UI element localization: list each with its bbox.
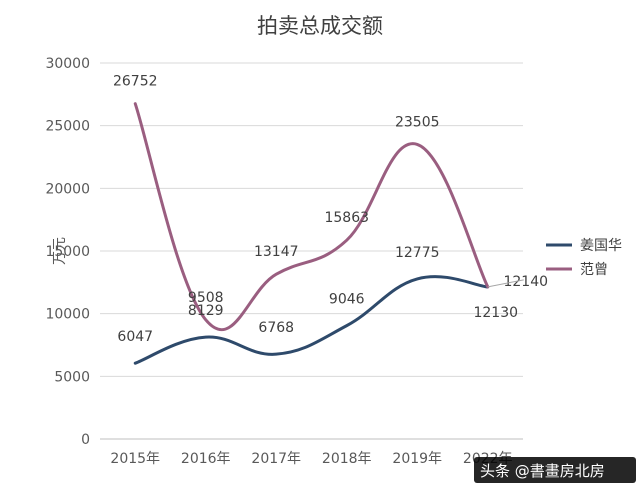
data-label-0-3: 9046	[329, 292, 365, 308]
watermark: 头条 @書畫房北房	[474, 457, 636, 483]
data-label-1-0: 26752	[113, 74, 158, 90]
y-tick-0: 0	[81, 432, 90, 448]
data-label-1-2: 13147	[254, 244, 299, 260]
watermark-text: 头条 @書畫房北房	[480, 462, 605, 480]
data-label-0-4: 12775	[395, 245, 440, 261]
y-tick-20000: 20000	[45, 181, 90, 197]
grid-lines	[100, 62, 523, 377]
x-tick-0: 2015年	[110, 451, 160, 467]
label-leader-line	[487, 279, 524, 288]
y-tick-10000: 10000	[45, 307, 90, 323]
x-axis-ticks: 2015年2016年2017年2018年2019年2022年	[110, 451, 512, 467]
data-label-0-2: 6768	[258, 320, 294, 336]
y-tick-15000: 15000	[45, 244, 90, 260]
data-labels: 6047 8129 6768 9046 12775 12130 26752 9508 13147…	[113, 74, 548, 346]
series-line-1	[133, 102, 490, 331]
x-tick-3: 2018年	[322, 451, 372, 467]
y-tick-5000: 5000	[54, 369, 90, 385]
y-tick-25000: 25000	[45, 119, 90, 135]
legend-label-0: 姜国华	[580, 238, 622, 254]
x-tick-1: 2016年	[181, 451, 231, 467]
watermark-background	[474, 457, 636, 483]
series-line-0	[133, 275, 490, 365]
data-label-1-1: 9508	[188, 290, 224, 306]
y-tick-30000: 30000	[45, 56, 90, 72]
data-label-1-3: 15863	[324, 210, 369, 226]
data-label-0-5: 12130	[473, 305, 518, 321]
x-tick-2: 2017年	[251, 451, 301, 467]
y-axis-label: 万元	[52, 237, 68, 265]
data-label-1-4: 23505	[395, 114, 440, 130]
data-label-1-5: 12140	[503, 274, 548, 290]
chart-title: 拍卖总成交额	[257, 14, 383, 38]
y-axis-ticks: 0 5000 10000 15000 20000 25000 30000	[45, 56, 90, 448]
legend-label-1: 范曾	[580, 261, 608, 278]
series-lines	[133, 102, 490, 365]
data-label-0-0: 6047	[117, 329, 153, 345]
x-tick-4: 2019年	[392, 451, 442, 467]
data-label-0-1: 8129	[188, 303, 224, 319]
